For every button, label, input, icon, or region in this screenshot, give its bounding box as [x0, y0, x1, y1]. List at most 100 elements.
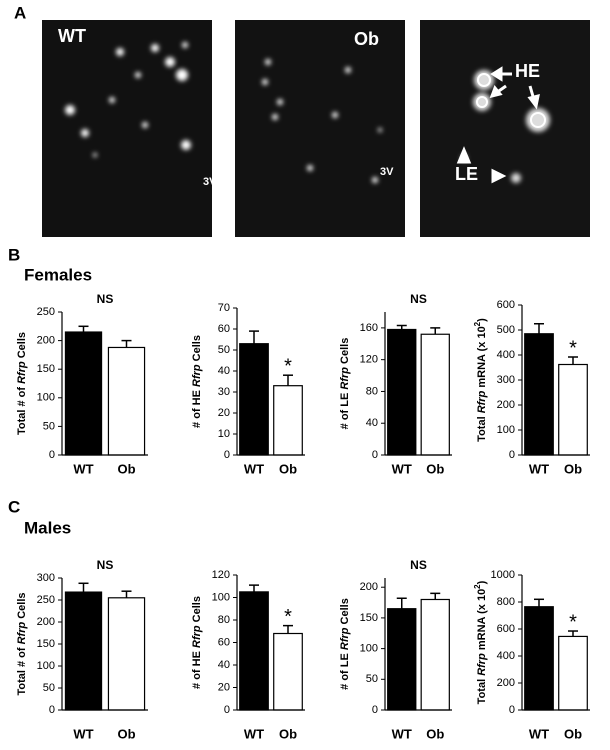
- x-tick-label: Ob: [117, 726, 135, 741]
- bar: [273, 385, 303, 456]
- label-part: Rfrp: [339, 627, 351, 650]
- y-axis-label: Total # of Rfrp Cells: [16, 592, 28, 695]
- label-part: Cells: [16, 332, 28, 361]
- bar: [107, 346, 146, 456]
- bar: [239, 591, 269, 711]
- y-axis-label: Total # of Rfrp Cells: [16, 332, 28, 435]
- label-part: Rfrp: [476, 390, 488, 413]
- y-tick-label: 300: [497, 374, 515, 386]
- cell-rings: [476, 73, 546, 128]
- cells: [65, 42, 191, 157]
- panel-label: A: [14, 3, 26, 22]
- bar: [107, 597, 146, 711]
- image-label: LE: [455, 164, 478, 184]
- y-tick-label: 120: [212, 569, 230, 581]
- label-part: Total: [476, 413, 488, 442]
- x-tick-label: WT: [392, 726, 412, 741]
- y-tick-label: 50: [366, 673, 378, 685]
- label-part: mRNA (x 10: [476, 589, 488, 653]
- y-tick-label: 50: [218, 344, 230, 356]
- label-part: Rfrp: [476, 653, 488, 676]
- bar: [524, 606, 554, 711]
- label-part: 2: [473, 321, 482, 326]
- y-tick-label: 160: [360, 322, 378, 334]
- image-bg: [235, 20, 405, 237]
- section-title: Males: [24, 518, 71, 537]
- y-axis-label: Total Rfrp mRNA (x 102): [473, 580, 488, 704]
- y-tick-label: 40: [366, 417, 378, 429]
- annotation: *: [569, 611, 577, 633]
- section-title: Females: [24, 265, 92, 284]
- x-tick-label: WT: [244, 461, 264, 476]
- arrows: [456, 66, 540, 184]
- x-tick-label: WT: [73, 461, 93, 476]
- annotation: NS: [410, 558, 427, 572]
- bar: [387, 608, 417, 711]
- bar: [64, 331, 103, 456]
- y-tick-label: 30: [218, 386, 230, 398]
- bar: [387, 328, 417, 456]
- bar: [524, 333, 554, 456]
- y-tick-label: 600: [497, 299, 515, 311]
- y-tick-label: 0: [49, 449, 55, 461]
- annotation: NS: [97, 292, 114, 306]
- y-tick-label: 20: [218, 407, 230, 419]
- label-part: Rfrp: [16, 622, 28, 645]
- image-bg: [42, 20, 212, 237]
- bar: [64, 591, 103, 711]
- y-tick-label: 60: [218, 636, 230, 648]
- y-tick-label: 200: [497, 677, 515, 689]
- cells: [262, 59, 382, 183]
- x-tick-label: WT: [73, 726, 93, 741]
- label-part: 2: [473, 584, 482, 589]
- image-label: 3V: [380, 166, 394, 178]
- y-tick-label: 0: [372, 449, 378, 461]
- y-tick-label: 120: [360, 354, 378, 366]
- image-label: WT: [58, 26, 86, 46]
- x-tick-label: WT: [529, 461, 549, 476]
- label-part: Rfrp: [16, 361, 28, 384]
- y-tick-label: 400: [497, 650, 515, 662]
- bar: [239, 343, 269, 456]
- y-tick-label: 60: [218, 323, 230, 335]
- y-tick-label: 150: [37, 363, 55, 375]
- x-tick-label: WT: [244, 726, 264, 741]
- y-tick-label: 200: [37, 335, 55, 347]
- y-tick-label: 100: [212, 591, 230, 603]
- y-tick-label: 200: [37, 616, 55, 628]
- micrograph: Ob 3V: [235, 20, 405, 237]
- label-part: Cells: [339, 338, 351, 367]
- x-tick-label: WT: [392, 461, 412, 476]
- y-tick-label: 150: [37, 638, 55, 650]
- y-axis-label: # of LE Rfrp Cells: [339, 598, 351, 690]
- label-part: Cells: [191, 335, 203, 364]
- label-part: Rfrp: [191, 625, 203, 648]
- y-tick-label: 1000: [491, 569, 515, 581]
- y-tick-label: 10: [218, 428, 230, 440]
- x-tick-label: Ob: [279, 726, 297, 741]
- annotation: NS: [410, 292, 427, 306]
- y-tick-label: 0: [49, 704, 55, 716]
- y-tick-label: 250: [37, 594, 55, 606]
- y-tick-label: 50: [43, 420, 55, 432]
- label-part: Total: [476, 676, 488, 705]
- label-part: ): [476, 580, 488, 584]
- image-label: Ob: [354, 29, 379, 49]
- y-tick-label: 200: [497, 399, 515, 411]
- y-tick-label: 40: [218, 365, 230, 377]
- micrograph: HE LE: [420, 20, 590, 237]
- y-tick-label: 500: [497, 324, 515, 336]
- label-part: Total # of: [16, 644, 28, 695]
- label-part: # of HE: [191, 387, 203, 428]
- y-tick-label: 40: [218, 659, 230, 671]
- y-tick-label: 0: [224, 449, 230, 461]
- label-part: Cells: [16, 592, 28, 621]
- label-part: mRNA (x 10: [476, 326, 488, 390]
- x-tick-label: Ob: [117, 461, 135, 476]
- bar: [273, 632, 303, 711]
- label-part: # of LE: [339, 390, 351, 430]
- label-part: Rfrp: [191, 364, 203, 387]
- y-tick-label: 70: [218, 302, 230, 314]
- annotation: *: [569, 337, 577, 359]
- y-tick-label: 200: [360, 581, 378, 593]
